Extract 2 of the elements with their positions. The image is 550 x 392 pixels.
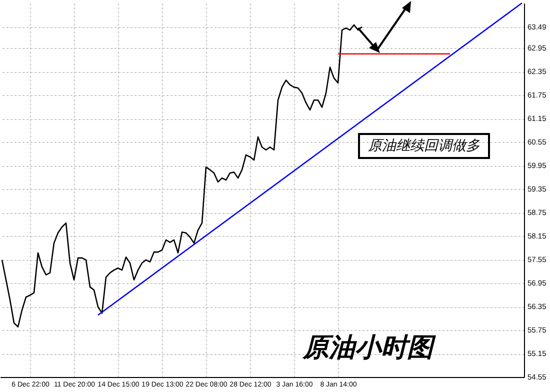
annotation: 原油继续回调做多 (358, 133, 490, 159)
line-series (1, 24, 363, 328)
